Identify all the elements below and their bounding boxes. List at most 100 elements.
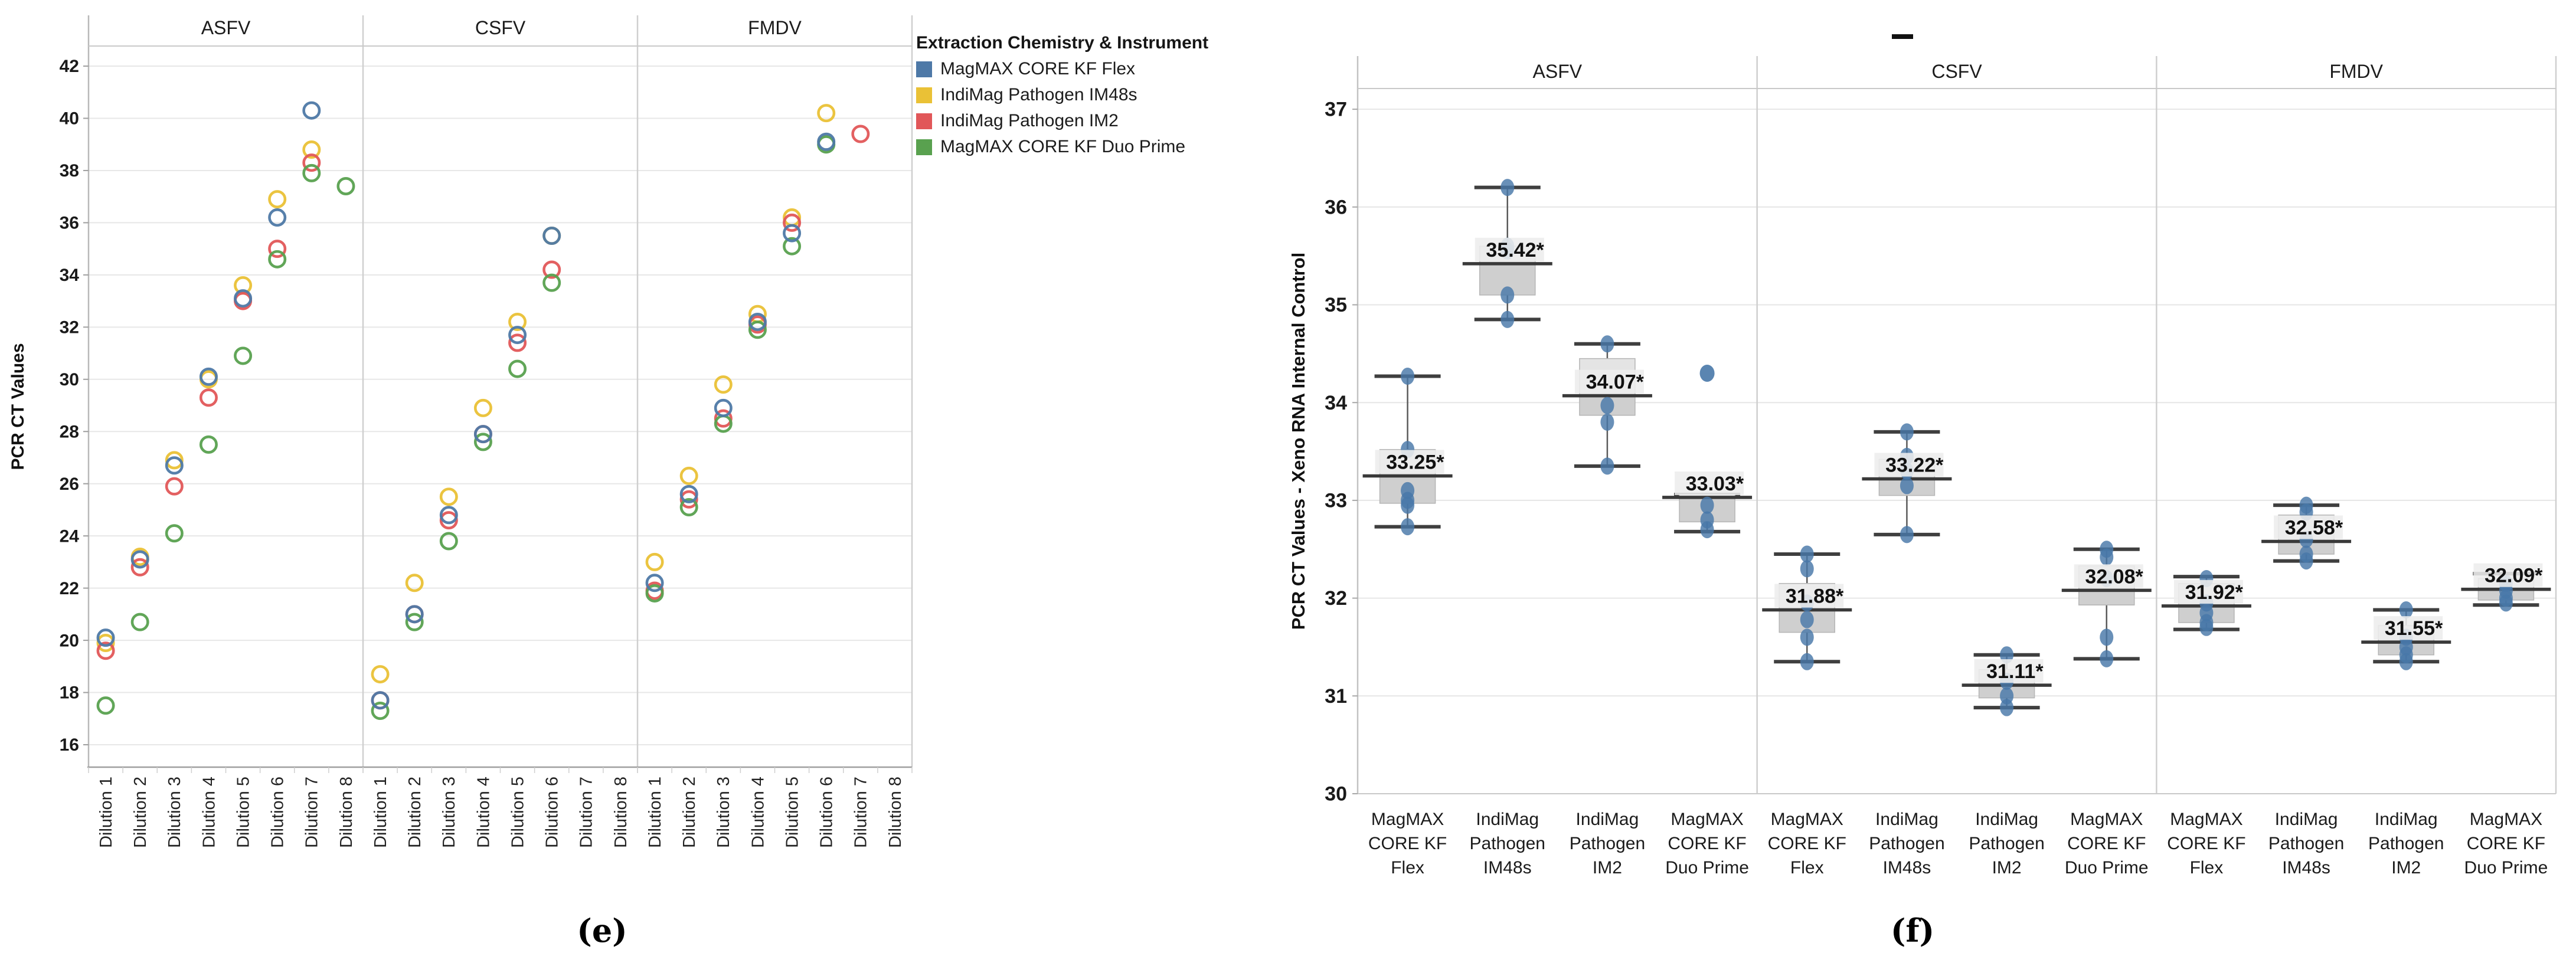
scatter-point [679,498,698,517]
scatter-point [199,388,218,407]
y-tick-label: 30 [1325,783,1347,806]
panel-title: CSFV [475,17,526,38]
scatter-chart-svg: 16 18 20 22 24 26 28 30 32 34 36 38 40 42 PCR CT Value… [8,15,913,848]
scatter-point [165,456,184,475]
scatter-point [199,435,218,454]
caption-e: (e) [577,912,627,949]
scatter-point [542,273,561,292]
legend-swatch-icon [916,87,932,103]
scatter-point [130,613,149,631]
panel-title: FMDV [2329,61,2383,82]
y-tick-label: 38 [60,161,79,181]
x-tick-label: Dilution 6 [269,777,287,848]
value-label-bg [2173,579,2243,604]
y-tick-label: 20 [60,631,79,650]
value-label-bg [1974,659,2044,683]
scatter-point [371,691,390,710]
x-category-label: MagMAX CORE KF Duo Prime [1665,810,1749,878]
scatter-point [542,227,561,245]
legend-item: MagMAX CORE KF Duo Prime [916,138,1282,156]
box-point [1800,560,1814,578]
box-group: 34.07* [1562,335,1652,475]
scatter-point [405,613,424,631]
box-group: 33.25* [1362,367,1453,536]
scatter-point [817,132,836,151]
y-tick-label: 42 [60,57,79,76]
boxplot-chart-svg: 30 31 32 33 34 35 36 37 PCR CT Values - Xeno RNA… [1288,34,2557,878]
x-category-label: MagMAX CORE KF Flex [2167,810,2245,878]
value-label: 31.92* [2185,581,2244,604]
y-tick-label: 36 [60,214,79,233]
scatter-point [508,326,527,345]
value-label-bg [1774,584,1844,608]
scatter-point [302,140,321,159]
value-label: 33.25* [1386,451,1444,473]
scatter-point [96,634,115,653]
box-point [1800,653,1814,670]
legend-item: MagMAX CORE KF Flex [916,60,1282,78]
box-point [1600,397,1614,414]
box-point [1501,286,1515,304]
box-group: 31.55* [2361,601,2451,670]
y-tick-label: 30 [60,370,79,389]
scatter-point [302,101,321,120]
scatter-point [473,398,492,417]
x-tick-label: Dilution 3 [440,777,459,848]
scatter-point [371,702,390,721]
legend-title: Extraction Chemistry & Instrument [916,33,1209,53]
value-label: 32.58* [2285,516,2343,539]
panel-title: CSFV [1931,61,1982,82]
scatter-point [439,506,458,525]
legend-item-label: MagMAX CORE KF Flex [940,59,1136,78]
scatter-point [268,208,287,227]
value-label: 31.88* [1786,585,1844,607]
x-tick-label: Dilution 2 [131,777,150,848]
box-point [1700,496,1714,514]
scatter-point [268,190,287,209]
x-tick-label: Dilution 2 [406,777,424,848]
value-label: 32.09* [2485,565,2543,587]
y-tick-label: 32 [1325,587,1347,610]
scatter-point [473,425,492,444]
scatter-point [645,552,664,571]
scatter-point [679,490,698,509]
value-label-bg [1375,450,1444,474]
x-category-label: MagMAX CORE KF Flex [1768,810,1846,878]
value-label-bg [2274,515,2343,539]
x-tick-label: Dilution 3 [165,777,184,848]
legend-item-label: IndiMag Pathogen IM2 [940,111,1119,130]
value-label: 33.22* [1885,454,1944,476]
box-point [1401,518,1415,536]
x-category-label: MagMAX CORE KF Duo Prime [2065,810,2149,878]
box-group: 31.11* [1962,646,2052,716]
minimized-legend-dash-icon [1892,34,1913,39]
box-point [1900,526,1914,543]
x-category-label: IndiMag Pathogen IM48s [2268,810,2344,878]
scatter-point [268,250,287,269]
box-point [2399,601,2413,618]
y-axis-title: PCR CT Values - Xeno RNA Internal Contro… [1288,253,1309,630]
legend-swatch-icon [916,139,932,155]
x-tick-label: Dilution 4 [748,777,767,848]
y-tick-label: 34 [1325,392,1347,414]
x-tick-label: Dilution 4 [200,777,218,848]
x-tick-label: Dilution 7 [577,777,596,848]
outlier-point [1699,364,1715,382]
value-label: 33.03* [1686,473,1744,495]
x-tick-label: Dilution 7 [852,777,871,848]
scatter-point [508,312,527,331]
panel-title: FMDV [748,17,802,38]
y-tick-label: 22 [60,579,79,598]
y-tick-label: 18 [60,683,79,703]
box-point [1600,413,1614,431]
legend: Extraction Chemistry & Instrument MagMAX… [916,33,1282,164]
scatter-point [783,224,802,243]
value-label: 34.07* [1586,371,1645,394]
scatter-point [165,524,184,543]
scatter-point [473,433,492,451]
box-group: 32.58* [2261,496,2352,570]
x-tick-label: Dilution 6 [543,777,562,848]
scatter-point [714,398,733,417]
scatter-point [302,163,321,182]
